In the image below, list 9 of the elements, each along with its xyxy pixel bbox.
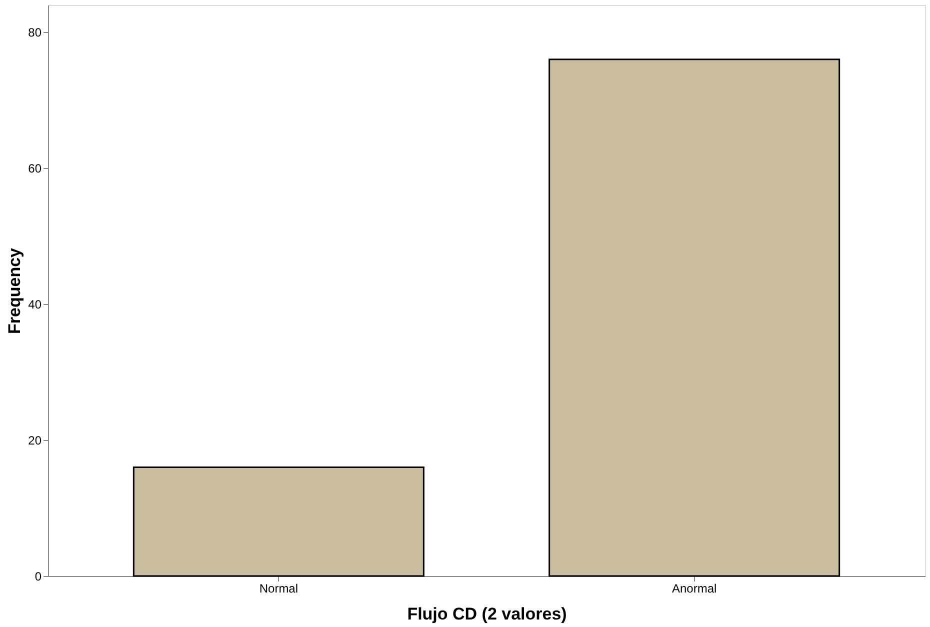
x-tick-label: Anormal (672, 582, 717, 596)
y-tick-label: 80 (28, 26, 42, 40)
y-tick-label: 20 (28, 434, 42, 448)
x-axis-title: Flujo CD (2 valores) (407, 604, 567, 624)
y-tick-label: 40 (28, 298, 42, 312)
y-tick-label: 60 (28, 162, 42, 176)
x-tick-label: Normal (259, 582, 298, 596)
y-axis-title: Frequency (5, 247, 24, 334)
y-tick-label: 0 (34, 570, 42, 584)
